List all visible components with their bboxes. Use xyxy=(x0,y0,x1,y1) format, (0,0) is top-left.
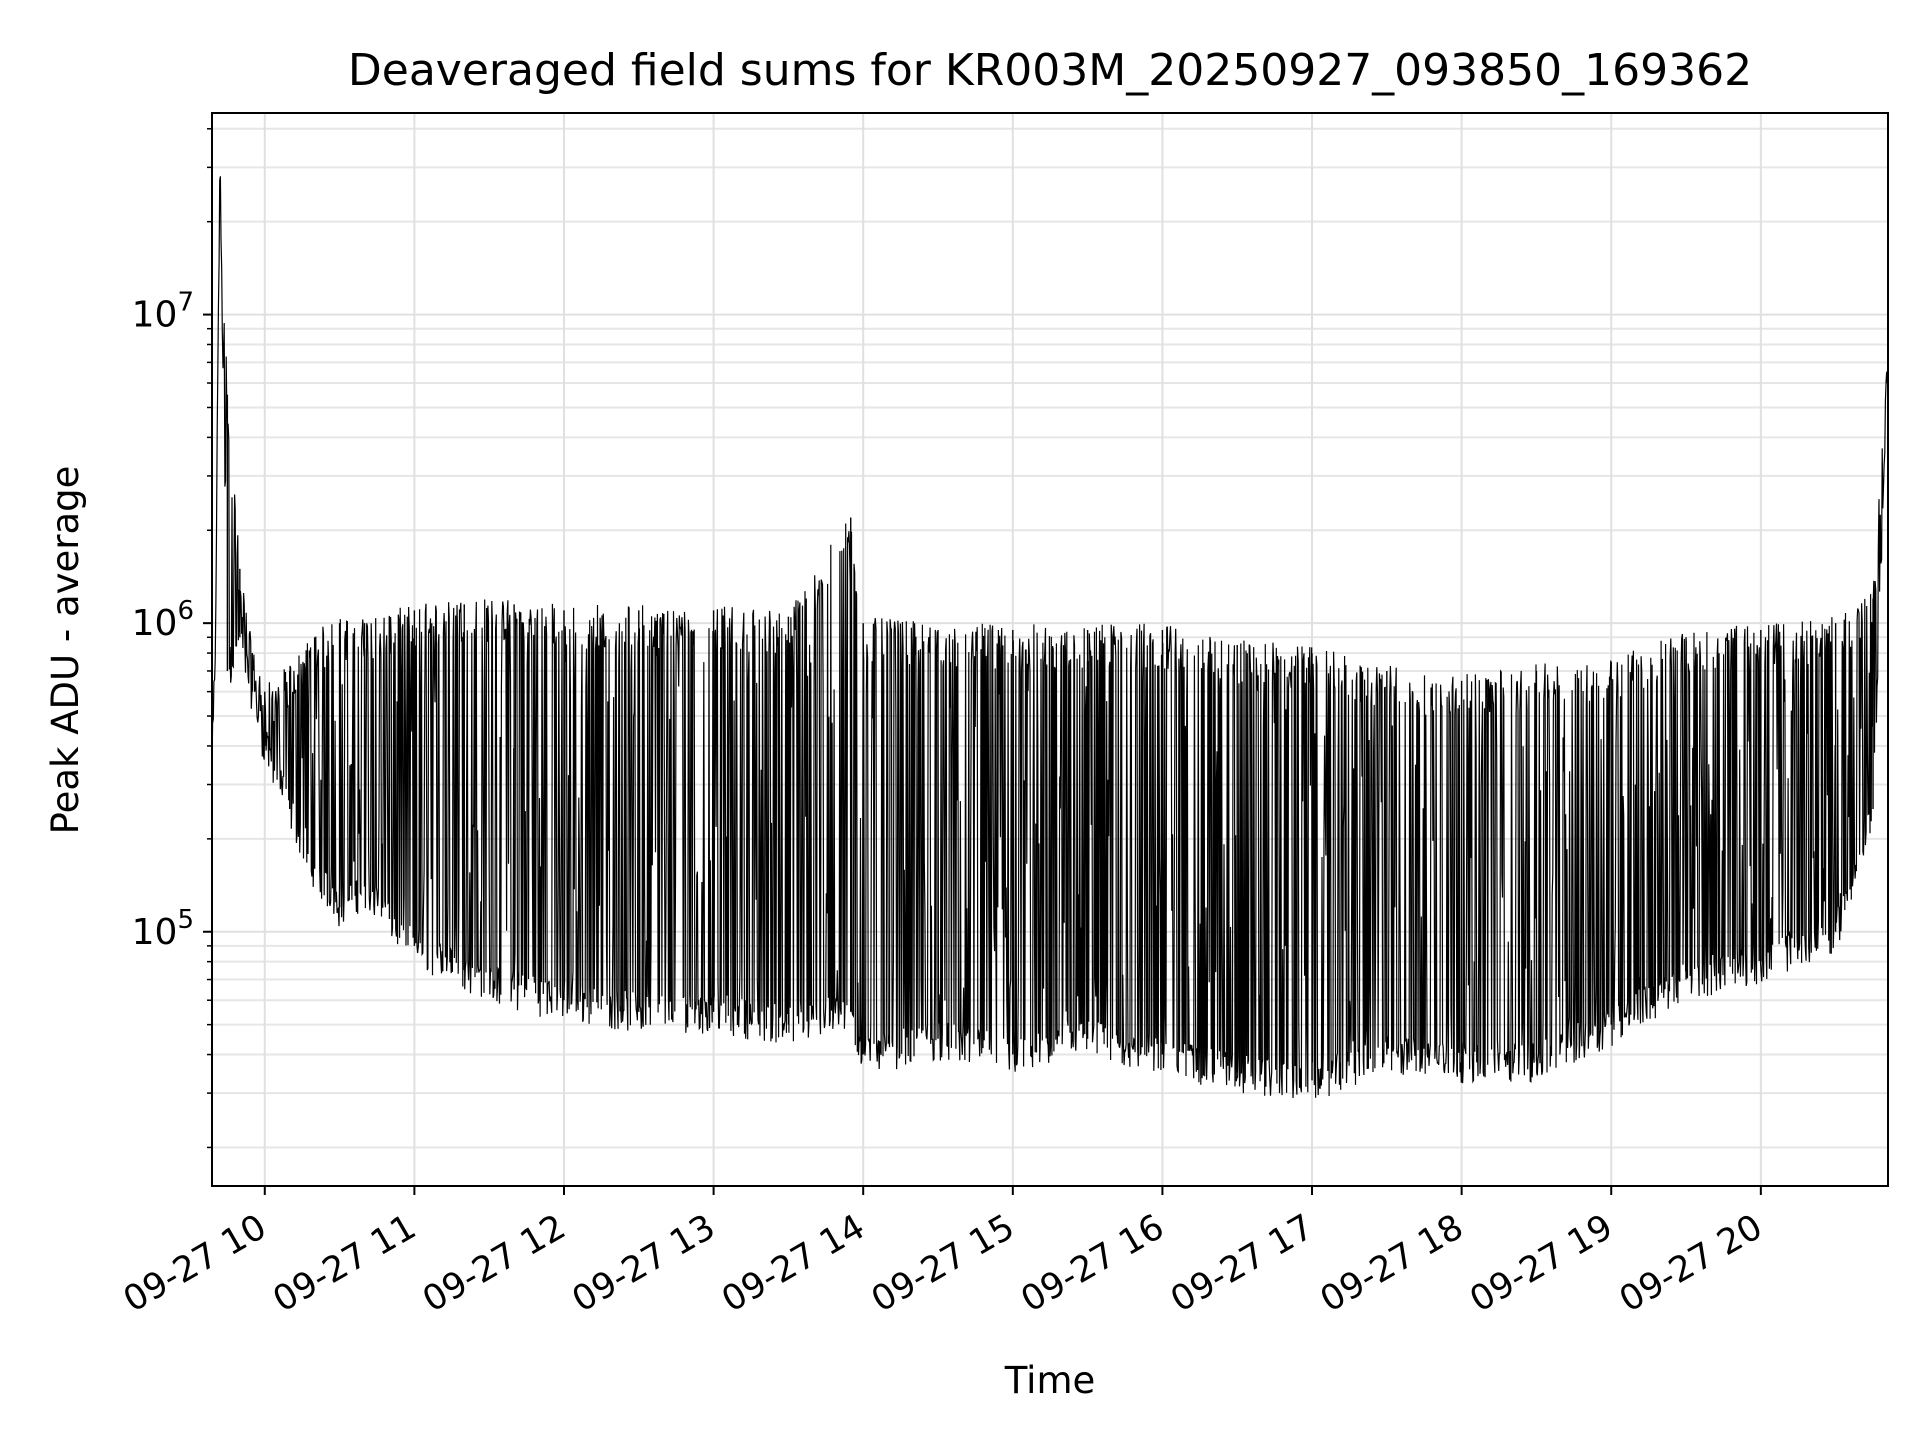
plot-frame xyxy=(211,112,1889,1187)
series-peak-adu xyxy=(211,176,1889,1099)
y-tick-label: 106 xyxy=(132,596,194,644)
series-line xyxy=(211,176,1889,1099)
chart-title: Deaveraged field sums for KR003M_2025092… xyxy=(348,45,1752,96)
y-axis-label: Peak ADU - average xyxy=(44,466,87,835)
y-tick-label: 107 xyxy=(132,288,194,336)
y-tick-label: 105 xyxy=(132,905,194,953)
y-axis-ticks: 105 106 107 xyxy=(132,288,212,953)
x-axis-label: Time xyxy=(1004,1359,1096,1402)
